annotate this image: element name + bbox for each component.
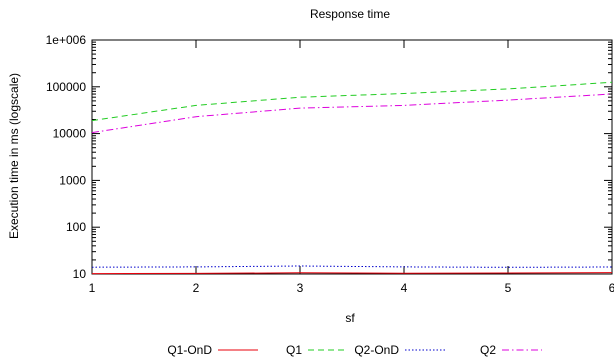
y-tick-label: 10	[73, 267, 87, 281]
x-tick-label: 3	[297, 281, 304, 295]
x-tick-label: 4	[401, 281, 408, 295]
y-axis-label: Execution time in ms (logscale)	[7, 73, 21, 239]
series-line-q2-ond	[91, 265, 613, 268]
x-axis: 1 2 3 4 5 6	[89, 40, 614, 295]
y-axis: 10 100 1000 10000 100000 1e+006	[46, 33, 612, 281]
plot-border	[91, 39, 613, 275]
y-tick-label: 100	[66, 220, 86, 234]
x-tick-label: 2	[193, 281, 200, 295]
series-line-q1	[91, 81, 613, 122]
plot-area	[91, 39, 613, 275]
series-line-q1-ond	[91, 272, 613, 275]
x-axis-label: sf	[345, 311, 355, 325]
x-tick-label: 5	[505, 281, 512, 295]
series-layer	[91, 81, 613, 275]
legend-label: Q1	[286, 343, 302, 357]
x-tick-label: 6	[609, 281, 614, 295]
y-tick-label: 1000	[59, 173, 86, 187]
series-line-q2	[91, 93, 613, 134]
x-tick-label: 1	[89, 281, 96, 295]
y-tick-label: 10000	[53, 127, 87, 141]
legend-label: Q2-OnD	[354, 343, 399, 357]
legend: Q1-OnD Q1 Q2-OnD Q2	[167, 343, 542, 357]
legend-label: Q1-OnD	[167, 343, 212, 357]
y-tick-label: 100000	[46, 80, 86, 94]
y-tick-label: 1e+006	[46, 33, 87, 47]
chart-title: Response time	[310, 7, 390, 21]
legend-label: Q2	[480, 343, 496, 357]
